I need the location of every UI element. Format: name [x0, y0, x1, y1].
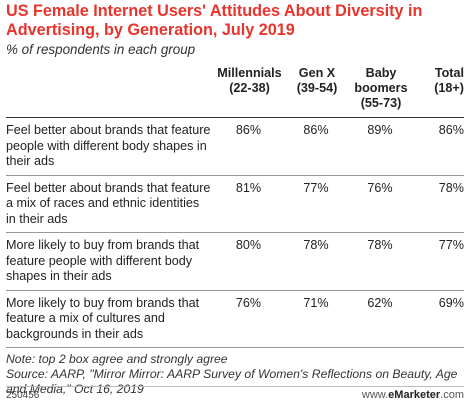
cell-value: 89%	[367, 123, 393, 137]
brand-name: eMarketer	[388, 389, 441, 401]
header-label: Total	[434, 66, 464, 80]
cell-value: 86%	[303, 123, 329, 137]
cell-value: 76%	[235, 295, 262, 310]
table-row: Feel better about brands that feature pe…	[6, 118, 464, 175]
header-sublabel: (39-54)	[296, 81, 338, 95]
row-label: More likely to buy from brands that feat…	[6, 238, 200, 283]
chart-title: US Female Internet Users' Attitudes Abou…	[6, 2, 423, 39]
cell-value: 69%	[438, 295, 464, 310]
brand-suffix: .com	[440, 389, 464, 401]
header-sublabel: (18+)	[434, 81, 464, 95]
header-label: Baby boomers	[354, 66, 408, 95]
header-cell-baby-boomers: Baby boomers (55-73)	[348, 60, 414, 118]
note-text: Note: top 2 box agree and strongly agree	[6, 352, 228, 366]
header-sublabel: (55-73)	[360, 96, 402, 110]
cell-value: 78%	[367, 238, 393, 252]
header-cell-blank	[6, 60, 213, 118]
table-row: More likely to buy from brands that feat…	[6, 233, 464, 290]
header-cell-total: Total (18+)	[414, 60, 464, 118]
cell-value: 86%	[438, 123, 464, 137]
chart-subtitle: % of respondents in each group	[6, 42, 196, 57]
brand-logo: www.eMarketer.com	[362, 389, 464, 401]
cell-value: 71%	[303, 295, 329, 310]
header-label: Millennials	[217, 66, 282, 80]
cell-value: 81%	[235, 180, 262, 195]
footer: 250456 www.eMarketer.com	[6, 386, 464, 403]
row-label: More likely to buy from brands that feat…	[6, 295, 200, 341]
header-label: Gen X	[298, 66, 336, 80]
cell-value: 62%	[367, 295, 393, 310]
cell-value: 76%	[367, 180, 393, 195]
chart-notes: Note: top 2 box agree and strongly agree…	[6, 352, 464, 397]
table-row: Feel better about brands that feature a …	[6, 175, 464, 233]
cell-value: 77%	[438, 238, 464, 252]
row-label: Feel better about brands that feature a …	[6, 180, 211, 226]
header-cell-millennials: Millennials (22-38)	[213, 60, 286, 118]
header-sublabel: (22-38)	[229, 81, 270, 95]
table-row: More likely to buy from brands that feat…	[6, 290, 464, 348]
source-text: Source: AARP, "Mirror Mirror: AARP Surve…	[6, 367, 458, 396]
cell-value: 78%	[303, 238, 329, 252]
table-header-row: Millennials (22-38) Gen X (39-54) Baby boo…	[6, 60, 464, 118]
row-label: Feel better about brands that feature pe…	[6, 123, 211, 168]
header-cell-genx: Gen X (39-54)	[286, 60, 348, 118]
data-table: Millennials (22-38) Gen X (39-54) Baby boo…	[6, 60, 464, 348]
cell-value: 80%	[235, 238, 262, 252]
brand-prefix: www.	[361, 389, 389, 401]
cell-value: 86%	[235, 123, 262, 137]
chart-id: 250456	[6, 390, 40, 401]
cell-value: 77%	[303, 180, 329, 195]
cell-value: 78%	[438, 180, 464, 195]
